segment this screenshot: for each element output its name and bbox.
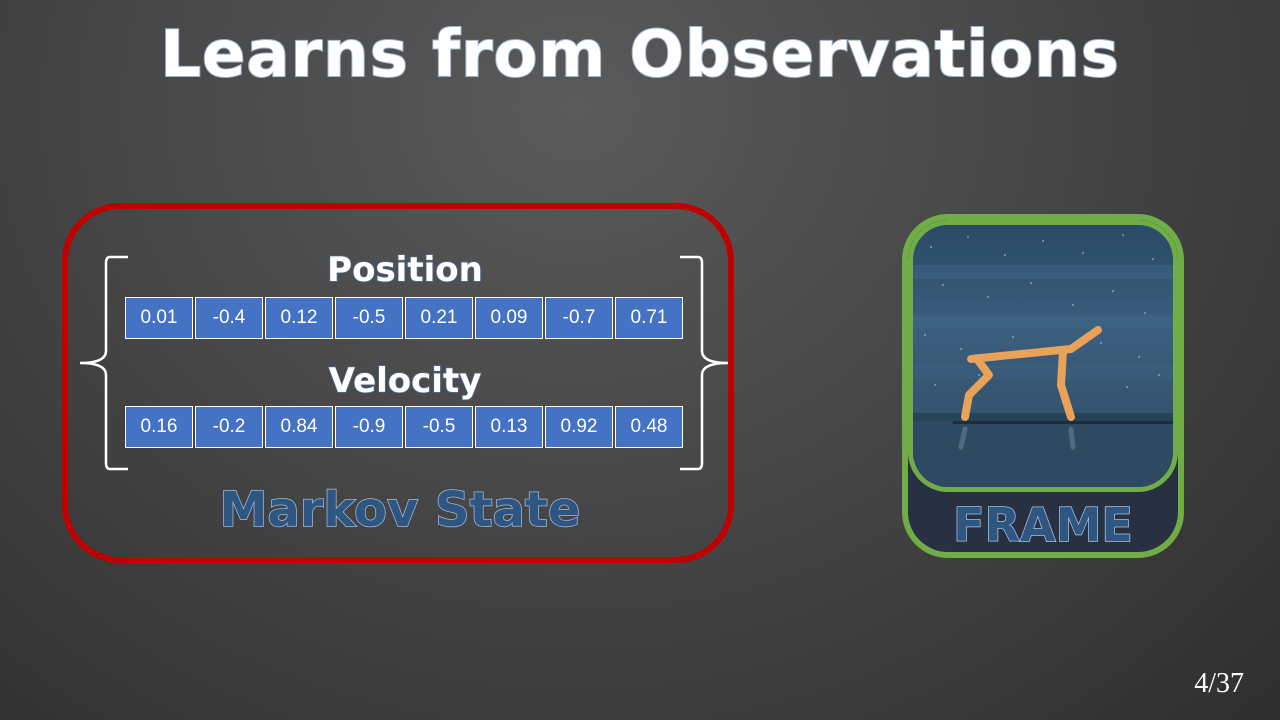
position-cell: -0.7	[545, 297, 613, 339]
frame-caption: FRAME	[952, 497, 1133, 552]
velocity-cell: -0.5	[405, 406, 473, 448]
position-cell: -0.4	[195, 297, 263, 339]
velocity-cell: 0.13	[475, 406, 543, 448]
velocity-cell: 0.84	[265, 406, 333, 448]
current-page: 4	[1194, 668, 1209, 699]
total-pages: 37	[1216, 668, 1244, 699]
position-cell: 0.09	[475, 297, 543, 339]
position-heading: Position	[326, 249, 483, 291]
velocity-cell: 0.16	[125, 406, 193, 448]
velocity-heading: Velocity	[328, 360, 482, 402]
position-vector: 0.01 -0.4 0.12 -0.5 0.21 0.09 -0.7 0.71	[125, 297, 683, 339]
position-cell: -0.5	[335, 297, 403, 339]
page-number: 4/37	[1194, 668, 1244, 700]
position-cell: 0.12	[265, 297, 333, 339]
markov-state-box	[62, 203, 734, 563]
position-cell: 0.21	[405, 297, 473, 339]
page-separator: /	[1208, 668, 1216, 699]
markov-state-caption: Markov State	[219, 481, 581, 539]
position-cell: 0.71	[615, 297, 683, 339]
right-brace-icon	[680, 255, 729, 471]
frame-box: FRAME	[902, 214, 1184, 558]
velocity-cell: 0.48	[615, 406, 683, 448]
velocity-cell: -0.9	[335, 406, 403, 448]
velocity-cell: 0.92	[545, 406, 613, 448]
velocity-vector: 0.16 -0.2 0.84 -0.9 -0.5 0.13 0.92 0.48	[125, 406, 683, 448]
slide-title: Learns from Observations	[159, 17, 1120, 93]
left-brace-icon	[79, 255, 128, 471]
half-cheetah-robot-icon	[913, 234, 1173, 487]
position-cell: 0.01	[125, 297, 193, 339]
half-cheetah-frame-image	[908, 220, 1178, 492]
velocity-cell: -0.2	[195, 406, 263, 448]
